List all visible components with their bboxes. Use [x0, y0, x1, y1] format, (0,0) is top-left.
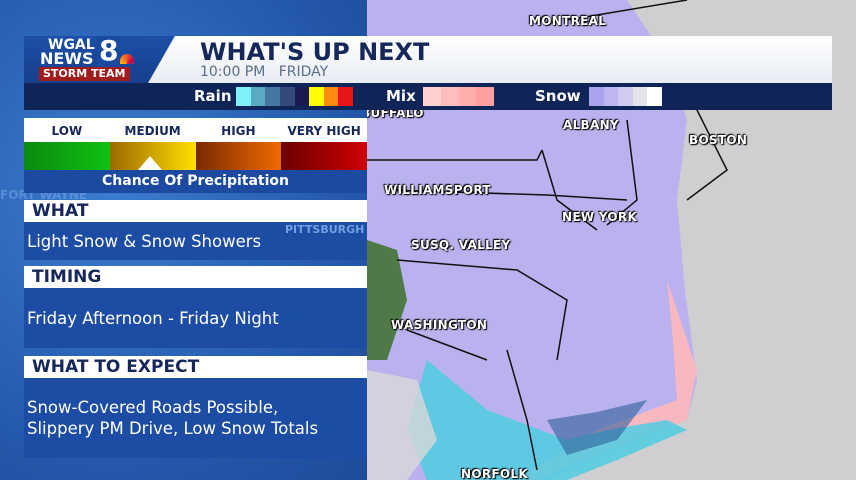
header-banner: WGAL NEWS 8 STORM TEAM WHAT'S UP NEXT 10…: [24, 36, 832, 110]
city-label-susq-valley: SUSQ. VALLEY: [411, 238, 511, 252]
city-label-new-york: NEW YORK: [562, 210, 638, 224]
expect-line-2: Slippery PM Drive, Low Snow Totals: [27, 419, 319, 438]
legend-snow-swatches: [589, 87, 662, 106]
timing-text: Friday Afternoon - Friday Night: [24, 288, 367, 348]
legend-rain-swatch: [338, 87, 353, 106]
legend-snow-swatch: [618, 87, 633, 106]
scale-label-very-high: VERY HIGH: [287, 124, 361, 138]
city-label-montreal: MONTREAL: [529, 14, 607, 28]
legend-mix-label: Mix: [386, 87, 416, 105]
title-box: WHAT'S UP NEXT 10:00 PM FRIDAY: [148, 36, 832, 83]
wgal-storm-team-logo: WGAL NEWS 8 STORM TEAM: [24, 36, 174, 83]
scale-label-low: LOW: [51, 124, 83, 138]
logo-news: NEWS: [40, 49, 94, 68]
timing-heading: TIMING: [24, 266, 367, 288]
legend-rain-swatch: [294, 87, 310, 106]
what-text: Light Snow & Snow Showers: [24, 222, 367, 260]
city-label-boston: BOSTON: [689, 133, 748, 147]
legend-snow-swatch: [603, 87, 619, 106]
legend-mix-swatch: [458, 87, 477, 106]
city-label-williamsport: WILLIAMSPORT: [384, 183, 491, 197]
city-label-washington: WASHINGTON: [391, 318, 488, 332]
legend-mix-swatch: [440, 87, 459, 106]
legend-snow-swatch: [632, 87, 648, 106]
valid-time: 10:00 PM FRIDAY: [200, 64, 328, 80]
legend-rain-swatch: [265, 87, 280, 106]
logo-station: WGAL: [48, 37, 95, 53]
city-label-albany: ALBANY: [563, 118, 619, 132]
legend-mix-swatch: [423, 87, 441, 106]
legend-rain-label: Rain: [194, 87, 232, 105]
scale-label-high: HIGH: [221, 124, 256, 138]
map-label-pittsburgh: PITTSBURGH: [285, 223, 365, 236]
day-text: FRIDAY: [278, 64, 329, 80]
scale-segment-low: [24, 142, 110, 170]
scale-segment-very-high: [281, 142, 367, 170]
legend-snow-label: Snow: [535, 87, 581, 105]
legend-rain-swatches: [236, 87, 353, 106]
page-title: WHAT'S UP NEXT: [200, 38, 430, 66]
logo-storm-team: STORM TEAM: [39, 67, 130, 81]
time-text: 10:00 PM: [200, 64, 266, 80]
legend-rain-swatch: [323, 87, 339, 106]
legend-snow-swatch: [647, 87, 662, 106]
legend-mix-swatches: [423, 87, 494, 106]
legend-rain-swatch: [309, 87, 324, 106]
city-label-norfolk: NORFOLK: [461, 467, 528, 480]
legend-rain-swatch: [279, 87, 295, 106]
expect-heading: WHAT TO EXPECT: [24, 356, 367, 378]
precip-chance-scale: LOW MEDIUM HIGH VERY HIGH Chance Of Prec…: [24, 118, 367, 193]
scale-segment-high: [195, 142, 282, 170]
precip-type-legend: Rain Mix Snow: [24, 83, 832, 110]
scale-label-medium: MEDIUM: [124, 124, 181, 138]
scale-pointer-icon: [138, 156, 162, 170]
legend-rain-swatch: [236, 87, 251, 106]
what-heading: WHAT: [24, 200, 367, 222]
legend-rain-swatch: [250, 87, 266, 106]
scale-caption: Chance Of Precipitation: [24, 170, 367, 193]
peacock-icon: [120, 54, 134, 64]
expect-line-1: Snow-Covered Roads Possible,: [27, 398, 279, 417]
legend-snow-swatch: [589, 87, 604, 106]
expect-text: Snow-Covered Roads Possible, Slippery PM…: [24, 378, 367, 458]
logo-channel: 8: [97, 34, 121, 67]
legend-mix-swatch: [476, 87, 494, 106]
